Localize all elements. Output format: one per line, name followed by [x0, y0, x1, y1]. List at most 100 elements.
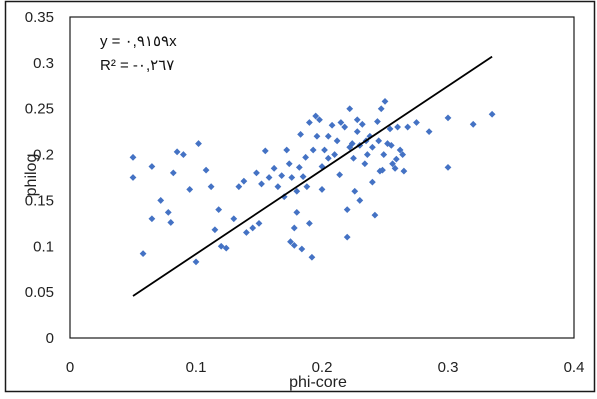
data-point	[369, 178, 376, 186]
data-point	[290, 224, 298, 232]
data-point	[302, 153, 310, 161]
data-point	[261, 147, 269, 155]
data-point	[283, 146, 291, 154]
data-point	[243, 229, 250, 236]
data-point	[240, 177, 248, 185]
trendline	[132, 55, 493, 297]
trendline-equation: y = ٠,٩١٥٩x	[100, 33, 177, 50]
data-point	[356, 197, 364, 204]
data-point	[129, 153, 137, 161]
data-point	[413, 119, 420, 126]
data-point	[167, 219, 175, 226]
data-point	[274, 183, 282, 191]
data-point	[293, 187, 301, 195]
data-point	[336, 171, 344, 179]
data-point	[253, 169, 260, 177]
data-point	[425, 128, 433, 136]
data-point	[211, 226, 219, 234]
y-tick-label: 0	[46, 330, 54, 347]
data-point	[297, 131, 304, 138]
data-point	[285, 160, 293, 168]
data-point	[337, 119, 345, 126]
y-tick-label: 0.2	[33, 147, 54, 164]
data-point	[389, 160, 396, 168]
data-point	[399, 151, 407, 158]
data-point	[249, 224, 257, 232]
data-point	[278, 172, 286, 180]
data-point	[353, 128, 361, 136]
data-point	[361, 160, 369, 168]
data-point	[258, 180, 265, 188]
data-point	[202, 166, 210, 174]
data-point	[444, 164, 452, 171]
data-point	[346, 105, 354, 113]
data-point	[318, 186, 326, 193]
data-point	[164, 208, 172, 216]
y-axis-ticks: 0 0.05 0.1 0.15 0.2 0.25 0.3 0.35	[25, 9, 54, 347]
data-point	[230, 215, 238, 223]
data-point	[375, 137, 383, 145]
data-point	[328, 121, 336, 129]
data-point	[192, 258, 200, 266]
data-point	[333, 137, 341, 145]
data-point	[255, 219, 263, 227]
data-point	[129, 174, 137, 181]
x-tick-label: 0.2	[312, 359, 333, 376]
x-tick-label: 0	[66, 359, 74, 376]
data-point	[379, 166, 386, 174]
data-point	[306, 219, 313, 227]
data-point	[348, 140, 356, 147]
data-point	[293, 208, 301, 216]
data-point	[288, 174, 296, 181]
data-point	[180, 151, 187, 158]
data-point	[374, 118, 381, 125]
data-point	[369, 143, 376, 151]
x-axis-title: phi-core	[289, 374, 347, 391]
data-point	[444, 114, 452, 122]
data-point	[387, 142, 395, 149]
data-point	[306, 119, 313, 126]
data-point	[217, 242, 225, 250]
data-point	[157, 197, 165, 204]
data-point	[321, 146, 328, 154]
y-tick-label: 0.1	[33, 238, 54, 255]
data-point	[270, 164, 278, 172]
data-point	[351, 187, 359, 195]
data-point	[148, 215, 156, 223]
y-tick-label: 0.25	[25, 101, 54, 118]
data-point	[309, 146, 317, 154]
data-point	[215, 206, 223, 213]
data-point	[377, 105, 385, 113]
x-axis-ticks: 0 0.1 0.2 0.3 0.4	[66, 359, 585, 376]
data-point	[396, 146, 404, 154]
data-point	[400, 167, 408, 175]
data-point	[331, 151, 338, 158]
trendline-r2: R² = -٠,٢٦٧	[100, 57, 174, 74]
data-point	[222, 244, 230, 252]
x-tick-label: 0.3	[438, 359, 459, 376]
chart-border	[4, 0, 596, 393]
y-tick-label: 0.3	[33, 55, 54, 72]
data-point	[195, 140, 202, 147]
data-point	[380, 151, 388, 158]
data-point	[298, 245, 306, 253]
data-point	[287, 238, 294, 246]
data-point	[358, 120, 366, 128]
plot-area	[69, 16, 575, 339]
data-point	[265, 174, 273, 181]
data-point	[324, 154, 332, 162]
data-point	[303, 183, 311, 191]
data-point	[299, 173, 307, 180]
data-point	[148, 163, 156, 170]
data-point	[169, 169, 177, 177]
data-point	[186, 186, 194, 193]
data-point	[324, 132, 332, 140]
data-point	[392, 155, 400, 163]
x-tick-label: 0.4	[564, 359, 585, 376]
y-axis-title: philog	[23, 154, 40, 197]
data-point	[363, 151, 371, 158]
y-tick-label: 0.15	[25, 192, 54, 209]
data-point	[295, 164, 303, 171]
x-tick-label: 0.1	[186, 359, 207, 376]
